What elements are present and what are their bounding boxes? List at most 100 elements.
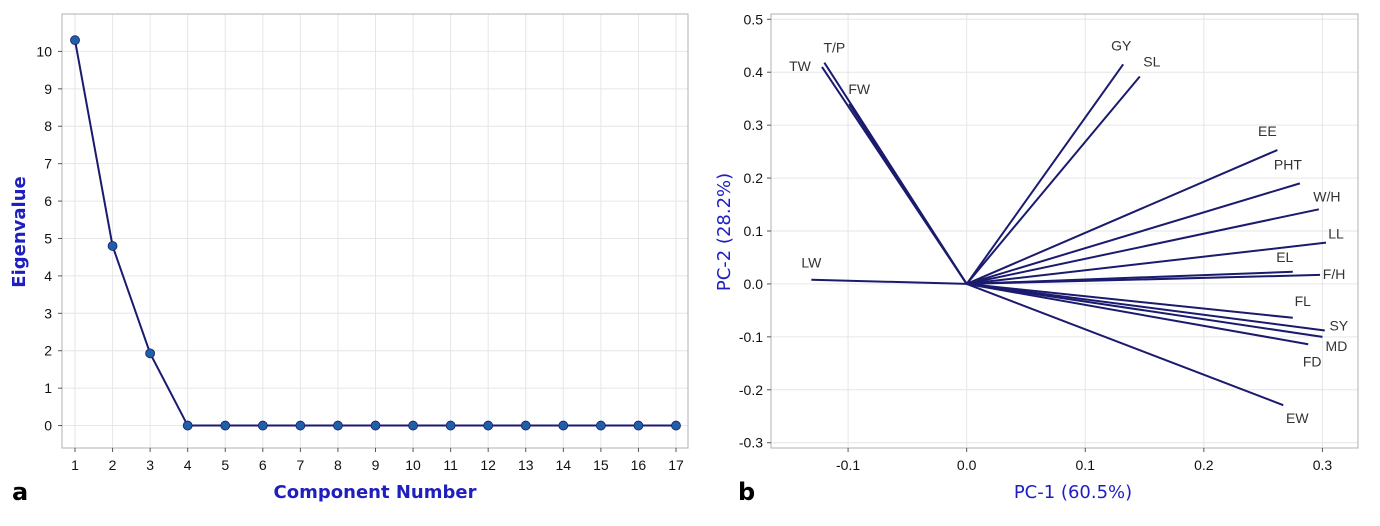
loading-vector (966, 273, 1321, 285)
y-tick-label: -0.1 (739, 329, 763, 345)
x-tick-label: 0.3 (1313, 457, 1333, 473)
y-tick-label: 0 (44, 418, 52, 434)
y-tick-label: 0.0 (744, 276, 764, 292)
loading-vector-label: FW (848, 81, 871, 97)
loading-vector-label: PHT (1274, 156, 1302, 172)
loading-vector-label: EL (1276, 249, 1293, 265)
x-tick-label: 3 (146, 457, 154, 473)
x-tick-label: 0.2 (1194, 457, 1214, 473)
eigenvalue-point (145, 348, 156, 359)
loading-vector (965, 63, 1125, 285)
loading-vector (966, 282, 1325, 332)
x-tick-label: 9 (372, 457, 380, 473)
y-tick-label: 0.3 (744, 117, 764, 133)
x-tick-label: 17 (668, 457, 684, 473)
loading-vector-label: LL (1328, 226, 1344, 242)
scree-y-ticks: 0 1 2 3 4 5 6 7 8 9 10 (36, 43, 62, 434)
eigenvalue-point (671, 420, 681, 431)
scree-x-ticks: 1 2 3 4 5 6 7 8 9 10 11 12 13 14 15 16 17 (71, 448, 684, 473)
y-tick-label: -0.2 (739, 382, 763, 398)
loading-vector (966, 149, 1278, 285)
eigenvalue-point (70, 35, 80, 46)
eigenvalue-point (182, 420, 193, 431)
eigenvalue-point (220, 420, 231, 431)
eigenvalue-point (445, 420, 456, 431)
eigenvalue-point (333, 420, 343, 431)
y-tick-label: 8 (44, 118, 52, 134)
loading-vector-label: SL (1143, 53, 1160, 69)
x-tick-label: 10 (405, 457, 421, 473)
x-tick-label: 12 (480, 457, 496, 473)
loading-vector-label: FD (1303, 353, 1322, 369)
pca-loading-plot: -0.3 -0.2 -0.1 0.0 0.1 0.2 0.3 0.4 0.5 -0.1 0.0 0.… (714, 11, 1359, 506)
y-tick-label: 9 (44, 81, 52, 97)
panel-label-b: b (738, 478, 755, 506)
loading-gridlines (771, 14, 1358, 448)
loading-vector (966, 241, 1327, 285)
pc1-axis-label: PC-1 (60.5%) (1014, 482, 1132, 503)
loading-vector (966, 282, 1293, 319)
loading-vector-label: W/H (1313, 188, 1340, 204)
y-tick-label: 0.1 (744, 223, 764, 239)
y-tick-label: -0.3 (739, 435, 763, 451)
x-tick-label: 0.0 (957, 457, 977, 473)
y-tick-label: 4 (44, 268, 52, 284)
x-tick-label: 14 (556, 457, 572, 473)
x-tick-label: 7 (296, 457, 304, 473)
x-tick-label: 8 (334, 457, 342, 473)
eigenvalue-point (520, 420, 531, 431)
loading-vector-label: EE (1258, 123, 1277, 139)
loading-vector-label: F/H (1323, 266, 1346, 282)
y-tick-label: 6 (44, 193, 52, 209)
x-tick-label: 2 (109, 457, 117, 473)
scree-x-axis-label: Component Number (274, 482, 477, 503)
eigenvalue-point (408, 420, 418, 431)
eigenvalue-point (107, 241, 118, 251)
y-tick-label: 1 (44, 380, 52, 396)
loading-vector (848, 103, 968, 285)
loading-vector (966, 282, 1323, 338)
y-tick-label: 7 (44, 156, 52, 172)
y-tick-label: 3 (44, 305, 52, 321)
x-tick-label: 1 (71, 457, 79, 473)
eigenvalue-point (558, 420, 569, 431)
loading-vector (966, 182, 1301, 285)
y-tick-label: 2 (44, 343, 52, 359)
eigenvalue-point (370, 420, 381, 431)
loading-vector-label: SY (1329, 318, 1348, 334)
x-tick-label: 16 (631, 457, 647, 473)
loading-vector-label: FL (1295, 293, 1312, 309)
loading-vector (966, 282, 1284, 407)
loading-vector-label: T/P (823, 40, 845, 56)
eigenvalue-points (70, 35, 681, 431)
loading-vectors (811, 62, 1327, 407)
scree-y-axis-label: Eigenvalue (9, 176, 30, 287)
loading-vector-label: EW (1286, 410, 1309, 426)
x-tick-label: 4 (184, 457, 192, 473)
eigenvalue-point (257, 420, 268, 431)
loading-vector-label: GY (1111, 37, 1132, 53)
loading-y-ticks: -0.3 -0.2 -0.1 0.0 0.1 0.2 0.3 0.4 0.5 (739, 11, 771, 451)
loading-vector (811, 278, 967, 285)
x-tick-label: 5 (221, 457, 229, 473)
loading-vector-label: LW (801, 255, 822, 271)
panel-label-a: a (12, 478, 28, 506)
eigenvalue-point (483, 420, 494, 431)
loading-vector-label: TW (789, 58, 812, 74)
x-tick-label: 11 (443, 457, 458, 473)
y-tick-label: 0.5 (744, 11, 764, 27)
eigenvalue-point (633, 420, 644, 431)
y-tick-label: 10 (36, 43, 52, 59)
loading-vector-label: MD (1326, 338, 1348, 354)
x-tick-label: 13 (518, 457, 534, 473)
loading-vector (965, 75, 1141, 285)
x-tick-label: 15 (593, 457, 609, 473)
eigenvalue-point (295, 420, 306, 431)
x-tick-label: -0.1 (836, 457, 860, 473)
y-tick-label: 5 (44, 230, 52, 246)
loading-x-ticks: -0.1 0.0 0.1 0.2 0.3 (836, 448, 1332, 473)
loading-vector (966, 282, 1309, 346)
